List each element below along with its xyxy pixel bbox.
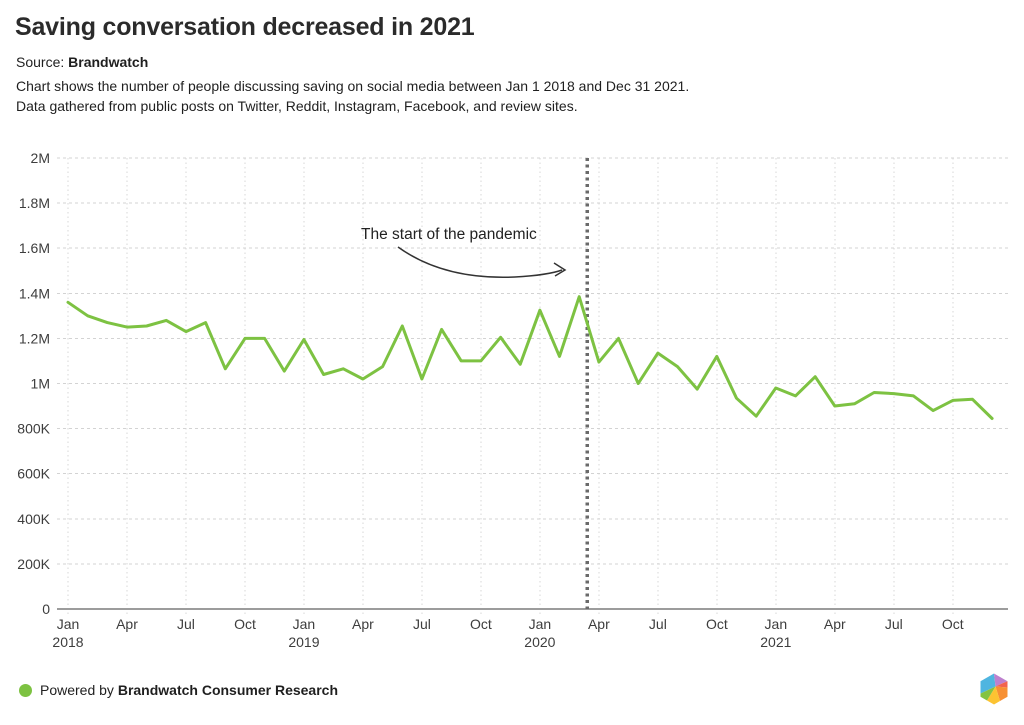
y-tick-label: 400K <box>17 511 50 527</box>
y-tick-label: 1.4M <box>19 285 50 301</box>
x-tick-label: Jan <box>765 616 788 632</box>
description-line-2: Data gathered from public posts on Twitt… <box>16 98 578 114</box>
x-tick-label: Apr <box>588 616 610 632</box>
x-tick-label: Jul <box>413 616 431 632</box>
x-tick-label: Apr <box>824 616 846 632</box>
x-tick-label: Oct <box>942 616 964 632</box>
logo-facet-purple <box>994 673 1008 687</box>
brand-name-text: Brandwatch Consumer Research <box>117 682 339 698</box>
y-tick-label: 1.2M <box>19 330 50 346</box>
source-line: Source: Brandwatch <box>16 54 148 70</box>
line-chart: Jan 2018 Apr Jul Oct Jan 2019 Apr Jul Oct Jan 2020 A… <box>17 150 1008 650</box>
x-tick-label: Jul <box>177 616 195 632</box>
x-tick-label: Jan <box>529 616 552 632</box>
source-value: Brandwatch <box>68 54 149 70</box>
y-tick-label: 2M <box>31 150 50 166</box>
y-tick-label: 600K <box>17 466 50 482</box>
chart-description: Chart shows the number of people discuss… <box>16 76 689 116</box>
logo-facet-red <box>995 681 1008 688</box>
y-tick-label: 200K <box>17 556 50 572</box>
annotation-arrow <box>397 246 563 279</box>
description-line-1: Chart shows the number of people discuss… <box>16 78 690 94</box>
source-label: Source: <box>16 54 65 70</box>
x-tick-label: Jan <box>57 616 80 632</box>
y-tick-label: 0 <box>42 601 50 617</box>
y-tick-label: 1.8M <box>19 195 50 211</box>
powered-by-text: Powered by <box>40 682 114 698</box>
logo-facet-orange <box>995 686 1008 701</box>
x-tick-label: Apr <box>116 616 138 632</box>
y-tick-label: 1M <box>31 376 50 392</box>
series-line <box>66 295 994 420</box>
x-tick-label: Jan <box>293 616 316 632</box>
annotation-arrowhead <box>553 262 567 277</box>
y-tick-label: 800K <box>17 421 50 437</box>
x-tick-label: Oct <box>706 616 728 632</box>
logo-facet-blue <box>980 673 996 694</box>
footer: Powered by Brandwatch Consumer Research <box>19 682 338 698</box>
x-tick-label: Oct <box>234 616 256 632</box>
logo-facet-yellow <box>987 686 1000 705</box>
y-tick-label: 1.6M <box>19 240 50 256</box>
x-tick-label: Jul <box>649 616 667 632</box>
x-tick-year-label: 2021 <box>760 634 791 650</box>
x-tick-label: Jul <box>885 616 903 632</box>
annotation-label: The start of the pandemic <box>361 226 537 243</box>
brandwatch-hexagon-logo-icon <box>980 673 1008 705</box>
x-tick-year-label: 2018 <box>52 634 83 650</box>
logo-facet-green <box>980 686 996 701</box>
x-tick-label: Apr <box>352 616 374 632</box>
x-tick-label: Oct <box>470 616 492 632</box>
x-tick-year-label: 2019 <box>288 634 319 650</box>
brand-dot-icon <box>19 683 32 697</box>
chart-area: Jan 2018 Apr Jul Oct Jan 2019 Apr Jul Oct Jan 2020 A… <box>0 142 1024 662</box>
page-title: Saving conversation decreased in 2021 <box>15 13 475 41</box>
x-tick-year-label: 2020 <box>524 634 555 650</box>
